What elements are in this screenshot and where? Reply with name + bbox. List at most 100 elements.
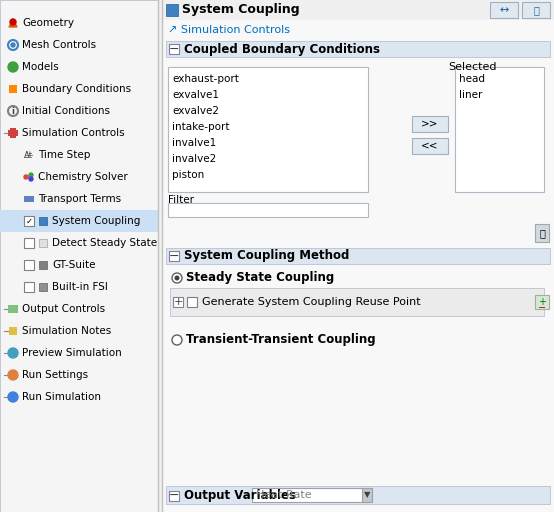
Text: −: − [169,42,179,55]
Text: exhaust-port: exhaust-port [172,74,239,84]
Text: Initial Conditions: Initial Conditions [22,106,110,116]
Bar [24,282,34,292]
Bar [455,67,544,192]
Text: −: − [169,249,179,263]
Bar [8,305,18,313]
Circle shape [175,275,179,281]
Circle shape [10,19,16,25]
Bar [162,0,554,512]
Bar [39,283,47,291]
Bar [10,128,16,138]
Text: Boundary Conditions: Boundary Conditions [22,84,131,94]
Bar [166,248,550,264]
Text: System Coupling: System Coupling [52,216,140,226]
Bar [412,116,448,132]
Bar [535,295,549,309]
Text: Preview Simulation: Preview Simulation [22,348,122,358]
Text: 📝: 📝 [533,5,539,15]
Bar [162,0,554,20]
Bar [24,216,34,226]
Bar [0,210,158,232]
Bar [24,196,34,202]
Text: Transport Terms: Transport Terms [38,194,121,204]
Bar [535,224,549,242]
Text: invalve1: invalve1 [172,138,216,148]
Text: ↔: ↔ [499,5,509,15]
Circle shape [8,62,18,72]
Text: Detect Steady State: Detect Steady State [52,238,157,248]
Circle shape [11,43,15,47]
Bar [362,488,372,502]
Circle shape [172,273,182,283]
Bar [522,2,550,18]
Bar [170,288,544,316]
Bar [39,261,47,269]
Text: Time Step: Time Step [38,150,90,160]
Text: head: head [459,74,485,84]
Text: +: + [173,297,183,307]
Text: 🔒: 🔒 [539,228,545,238]
Bar [173,297,183,307]
Bar [9,85,17,93]
Bar [39,217,47,225]
Bar [166,4,178,16]
Text: −: − [169,488,179,501]
Text: piston: piston [172,170,204,180]
Text: Models: Models [22,62,59,72]
Text: ▼: ▼ [364,490,370,500]
Text: >>: >> [421,119,439,129]
Bar [24,260,34,270]
Bar [8,130,18,136]
Bar [412,138,448,154]
Text: −: − [538,303,546,313]
Text: ↗ Simulation Controls: ↗ Simulation Controls [168,25,290,35]
Text: Generate System Coupling Reuse Point: Generate System Coupling Reuse Point [202,297,420,307]
Text: Geometry: Geometry [22,18,74,28]
Bar [168,203,368,217]
Text: System Coupling: System Coupling [182,4,300,16]
Bar [169,44,179,54]
Bar [187,297,197,307]
Text: <<: << [421,141,439,151]
Text: i: i [12,106,14,116]
Bar [166,41,550,57]
Text: exvalve1: exvalve1 [172,90,219,100]
Text: Run Simulation: Run Simulation [22,392,101,402]
Bar [24,238,34,248]
Text: Heat Rate: Heat Rate [256,490,311,500]
Bar [168,67,368,192]
Text: exvalve2: exvalve2 [172,106,219,116]
Bar [9,327,17,335]
Text: Δt: Δt [23,151,33,160]
Text: Filter: Filter [168,195,194,205]
Bar [490,2,518,18]
Text: Output Controls: Output Controls [22,304,105,314]
Text: System Coupling Method: System Coupling Method [184,249,350,263]
Polygon shape [9,19,17,27]
Text: +: + [538,297,546,307]
Bar [166,486,550,504]
Circle shape [172,335,182,345]
Text: Mesh Controls: Mesh Controls [22,40,96,50]
Text: ✓: ✓ [25,217,33,225]
Text: Run Settings: Run Settings [22,370,88,380]
Circle shape [29,177,33,181]
Text: Built-in FSI: Built-in FSI [52,282,108,292]
Bar [169,491,179,501]
Bar [39,239,47,247]
Bar [252,488,372,502]
Text: intake-port: intake-port [172,122,229,132]
Text: invalve2: invalve2 [172,154,216,164]
Text: Chemistry Solver: Chemistry Solver [38,172,128,182]
Circle shape [8,370,18,380]
Text: Steady State Coupling: Steady State Coupling [186,271,334,285]
Circle shape [24,175,28,179]
Text: Output Variables: Output Variables [184,488,296,501]
Text: Coupled Boundary Conditions: Coupled Boundary Conditions [184,42,380,55]
Text: liner: liner [459,90,483,100]
Text: Simulation Controls: Simulation Controls [22,128,125,138]
Text: Transient-Transient Coupling: Transient-Transient Coupling [186,333,376,347]
Circle shape [8,392,18,402]
Text: GT-Suite: GT-Suite [52,260,95,270]
Bar [0,0,158,512]
